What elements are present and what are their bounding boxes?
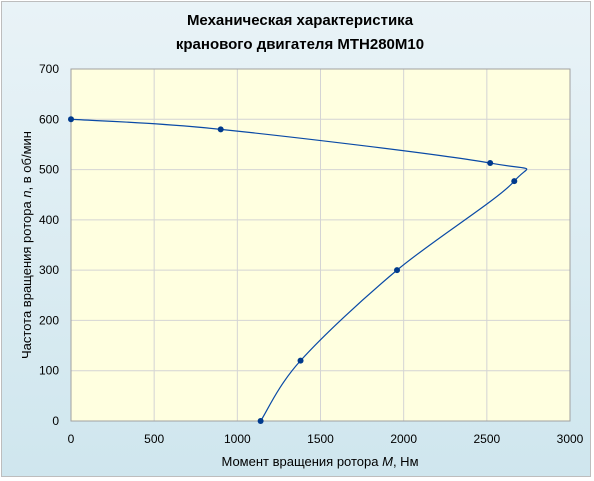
x-axis-title-prefix: Момент вращения ротора <box>221 454 382 469</box>
data-series <box>68 116 528 424</box>
y-tick-label: 600 <box>39 112 59 126</box>
chart-title-line-2: кранового двигателя МТН280М10 <box>176 36 424 53</box>
y-tick-label: 700 <box>39 62 59 76</box>
y-tick-label: 300 <box>39 263 59 277</box>
data-point <box>68 116 74 123</box>
y-tick-label: 0 <box>52 414 59 428</box>
data-point <box>394 267 401 274</box>
data-point <box>511 178 518 185</box>
y-axis-title: Частота вращения ротора n, в об/мин <box>19 131 34 359</box>
data-point <box>257 418 264 424</box>
y-tick-label: 200 <box>39 313 59 327</box>
x-tick-label: 2000 <box>390 432 417 446</box>
x-tick-label: 0 <box>68 432 75 446</box>
x-axis-title-var: M <box>382 454 393 469</box>
plot-border <box>70 68 571 422</box>
x-tick-label: 1000 <box>224 432 251 446</box>
data-point <box>297 357 304 364</box>
x-axis-title: Момент вращения ротора M, Нм <box>221 454 418 469</box>
tick-labels: 0 500 1000 1500 2000 2500 3000 0 100 200 300 400 500… <box>39 62 584 446</box>
data-point <box>487 160 494 167</box>
y-tick-label: 100 <box>39 364 59 378</box>
x-tick-label: 2500 <box>473 432 500 446</box>
y-tick-label: 500 <box>39 163 59 177</box>
x-tick-label: 500 <box>144 432 164 446</box>
data-point <box>217 126 224 133</box>
y-tick-label: 400 <box>39 213 59 227</box>
x-tick-label: 3000 <box>557 432 584 446</box>
y-axis-title-prefix: Частота вращения ротора <box>19 198 34 359</box>
grid-lines <box>70 68 571 422</box>
chart-title-line-1: Механическая характеристика <box>187 12 414 29</box>
x-tick-label: 1500 <box>307 432 334 446</box>
y-axis-title-suffix: , в об/мин <box>19 131 34 190</box>
y-axis-title-var: n <box>19 190 34 197</box>
x-axis-title-suffix: , Нм <box>393 454 419 469</box>
